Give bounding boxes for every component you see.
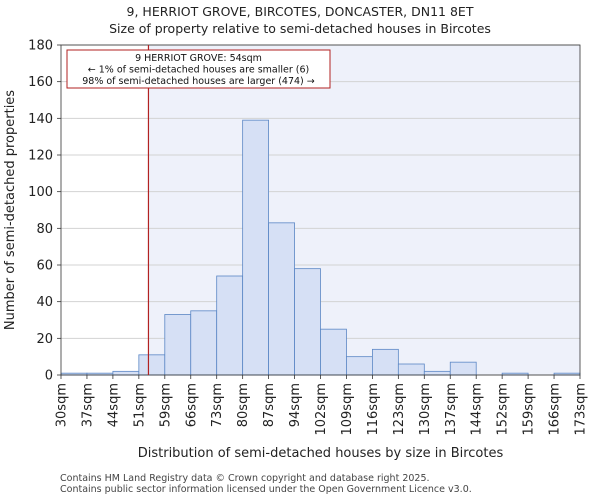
bar-130sqm <box>423 370 451 376</box>
bar-73sqm <box>216 275 244 376</box>
chart-title: Size of property relative to semi-detach… <box>109 21 491 36</box>
y-tick-label: 60 <box>36 259 53 274</box>
bar-80sqm <box>242 119 269 376</box>
x-tick-label: 37sqm <box>80 383 95 427</box>
y-tick-label: 40 <box>36 295 53 310</box>
x-tick-label: 137sqm <box>444 383 459 436</box>
bar-51sqm <box>138 354 166 376</box>
y-axis-label: Number of semi-detached properties <box>3 90 18 330</box>
annotation-box <box>66 49 331 89</box>
y-tick-label: 160 <box>28 75 53 90</box>
bar-116sqm <box>371 348 399 376</box>
x-tick-label: 102sqm <box>314 383 329 436</box>
y-tick-label: 120 <box>28 149 53 164</box>
x-tick-label: 166sqm <box>548 383 563 436</box>
y-tick-label: 180 <box>28 39 53 54</box>
bar-44sqm <box>112 370 140 376</box>
x-tick-label: 152sqm <box>496 383 511 436</box>
x-tick-label: 173sqm <box>574 383 589 436</box>
bar-102sqm <box>320 328 347 376</box>
footer-licence: Contains public sector information licen… <box>60 484 472 495</box>
x-tick-label: 51sqm <box>132 383 147 427</box>
y-tick-label: 100 <box>28 185 53 200</box>
bar-59sqm <box>164 314 192 376</box>
x-tick-label: 123sqm <box>392 383 407 436</box>
bar-137sqm <box>449 361 477 376</box>
y-tick-label: 80 <box>36 222 53 237</box>
x-tick-label: 159sqm <box>522 383 537 436</box>
footer-copyright: Contains HM Land Registry data © Crown c… <box>60 473 430 484</box>
x-tick-label: 73sqm <box>210 383 225 427</box>
x-tick-label: 109sqm <box>340 383 355 436</box>
x-tick-label: 44sqm <box>106 383 121 427</box>
x-tick-label: 87sqm <box>262 383 277 427</box>
x-axis-label: Distribution of semi-detached houses by … <box>138 446 504 461</box>
bar-94sqm <box>294 268 321 376</box>
chart-title-address: 9, HERRIOT GROVE, BIRCOTES, DONCASTER, D… <box>126 4 474 19</box>
x-tick-label: 59sqm <box>158 383 173 427</box>
bar-66sqm <box>190 310 218 376</box>
x-tick-label: 144sqm <box>470 383 485 436</box>
x-tick-label: 130sqm <box>418 383 433 436</box>
x-tick-label: 80sqm <box>236 383 251 427</box>
histogram-chart: 0 20 40 60 80 100 120 140 160 180 30sqm 37sqm 44sqm 5… <box>3 39 589 462</box>
x-tick-label: 116sqm <box>366 383 381 436</box>
annotation-line-3: 98% of semi-detached houses are larger (… <box>82 76 315 87</box>
y-tick-label: 0 <box>45 369 53 384</box>
annotation-line-2: ← 1% of semi-detached houses are smaller… <box>88 65 309 76</box>
bar-123sqm <box>397 363 425 376</box>
y-tick-label: 20 <box>36 332 53 347</box>
x-tick-label: 94sqm <box>288 383 303 427</box>
x-tick-label: 30sqm <box>55 383 70 427</box>
x-tick-label: 66sqm <box>184 383 199 427</box>
y-tick-label: 140 <box>28 112 53 127</box>
bar-109sqm <box>346 356 373 376</box>
annotation-line-1: 9 HERRIOT GROVE: 54sqm <box>135 53 262 64</box>
bar-87sqm <box>268 222 295 376</box>
